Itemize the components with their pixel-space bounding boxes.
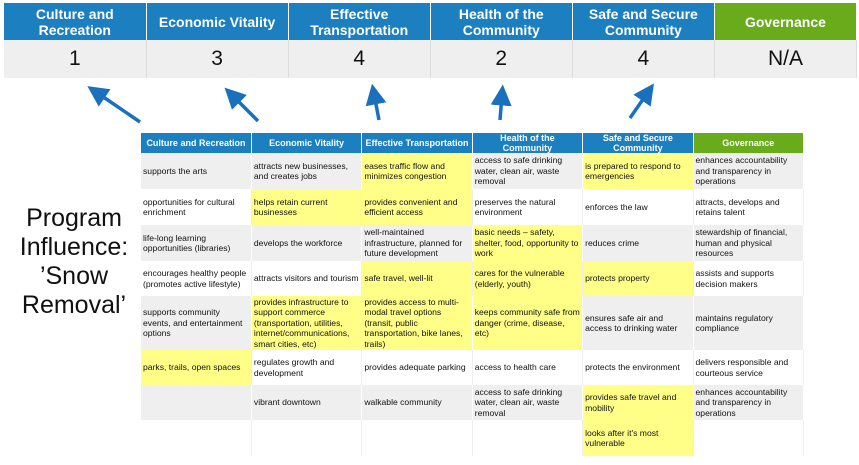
- column-header-effective-transportation: Effective Transportation: [361, 133, 473, 153]
- table-cell: parks, trails, open spaces: [141, 350, 252, 385]
- table-cell: enhances accountability and transparency…: [693, 153, 805, 189]
- summary-header-health-of-the-community: Health of the Community: [430, 3, 573, 40]
- table-cell: maintains regulatory compliance: [693, 296, 805, 350]
- table-cell: protects property: [582, 261, 694, 296]
- table-cell: vibrant downtown: [251, 385, 363, 420]
- score-safe-and-secure-community: 4: [572, 40, 715, 78]
- table-cell: walkable community: [361, 385, 473, 420]
- summary-score-table: Culture and Recreation Economic Vitality E…: [4, 3, 858, 78]
- table-row: opportunities for cultural enrichment hel…: [141, 189, 805, 225]
- arrow-icon: [490, 84, 512, 121]
- table-cell: provides adequate parking: [361, 350, 473, 385]
- table-cell: basic needs – safety, shelter, food, opp…: [472, 225, 584, 261]
- table-cell: provides convenient and efficient access: [361, 189, 473, 225]
- summary-header-safe-and-secure-community: Safe and Secure Community: [572, 3, 715, 40]
- table-cell: access to safe drinking water, clean air…: [472, 385, 584, 420]
- arrow-icon: [365, 83, 387, 121]
- table-cell: access to safe drinking water, clean air…: [472, 153, 584, 189]
- influence-table: Culture and Recreation Economic Vitality E…: [141, 133, 805, 456]
- table-cell: regulates growth and development: [251, 350, 363, 385]
- table-cell: [361, 420, 473, 456]
- column-header-safe-and-secure-community: Safe and Secure Community: [582, 133, 694, 153]
- summary-header-economic-vitality: Economic Vitality: [146, 3, 289, 40]
- summary-header-governance: Governance: [714, 3, 858, 40]
- score-culture-and-recreation: 1: [4, 40, 147, 78]
- table-cell: encourages healthy people (promotes acti…: [141, 261, 252, 296]
- arrow-icon: [224, 87, 260, 123]
- table-cell: ensures safe air and access to drinking …: [582, 296, 694, 350]
- table-cell: provides access to multi-modal travel op…: [361, 296, 473, 350]
- table-cell: enhances accountability and transparency…: [693, 385, 805, 420]
- table-row: supports the arts attracts new businesses…: [141, 153, 805, 189]
- table-cell: provides safe travel and mobility: [582, 385, 694, 420]
- table-cell: looks after it's most vulnerable: [582, 420, 694, 456]
- score-governance: N/A: [714, 40, 858, 78]
- column-header-health-of-the-community: Health of the Community: [472, 133, 584, 153]
- table-cell: delivers responsible and courteous servi…: [693, 350, 805, 385]
- score-health-of-the-community: 2: [430, 40, 573, 78]
- table-row: parks, trails, open spaces regulates grow…: [141, 350, 805, 385]
- table-cell: preserves the natural environment: [472, 189, 584, 225]
- table-cell: is prepared to respond to emergencies: [582, 153, 694, 189]
- table-cell: well-maintained infrastructure, planned …: [361, 225, 473, 261]
- table-cell: develops the workforce: [251, 225, 363, 261]
- table-cell: keeps community safe from danger (crime,…: [472, 296, 584, 350]
- table-row: looks after it's most vulnerable: [141, 420, 805, 456]
- table-cell: attracts new businesses, and creates job…: [251, 153, 363, 189]
- table-cell: attracts visitors and tourism: [251, 261, 363, 296]
- column-header-economic-vitality: Economic Vitality: [251, 133, 363, 153]
- arrows: [87, 83, 654, 124]
- table-cell: provides infrastructure to support comme…: [251, 296, 363, 350]
- table-cell: access to health care: [472, 350, 584, 385]
- table-cell: [693, 420, 805, 456]
- table-cell: stewardship of financial, human and phys…: [693, 225, 805, 261]
- column-header-culture-and-recreation: Culture and Recreation: [141, 133, 252, 153]
- summary-header-culture-and-recreation: Culture and Recreation: [4, 3, 147, 40]
- table-cell: supports community events, and entertain…: [141, 296, 252, 350]
- table-cell: protects the environment: [582, 350, 694, 385]
- table-cell: cares for the vulnerable (elderly, youth…: [472, 261, 584, 296]
- summary-header-effective-transportation: Effective Transportation: [288, 3, 431, 40]
- table-cell: supports the arts: [141, 153, 252, 189]
- table-cell: assists and supports decision makers: [693, 261, 805, 296]
- table-row: encourages healthy people (promotes acti…: [141, 261, 805, 296]
- table-cell: safe travel, well-lit: [361, 261, 473, 296]
- score-economic-vitality: 3: [146, 40, 289, 78]
- table-cell: enforces the law: [582, 189, 694, 225]
- table-cell: attracts, develops and retains talent: [693, 189, 805, 225]
- arrow-icon: [628, 83, 654, 119]
- arrow-icon: [87, 86, 141, 124]
- table-cell: helps retain current businesses: [251, 189, 363, 225]
- table-row: life-long learning opportunities (librar…: [141, 225, 805, 261]
- table-cell: opportunities for cultural enrichment: [141, 189, 252, 225]
- score-effective-transportation: 4: [288, 40, 431, 78]
- table-cell: life-long learning opportunities (librar…: [141, 225, 252, 261]
- table-cell: [251, 420, 363, 456]
- table-row: vibrant downtown walkable community access…: [141, 385, 805, 420]
- table-cell: [472, 420, 584, 456]
- table-row: supports community events, and entertain…: [141, 296, 805, 350]
- table-cell: [141, 385, 252, 420]
- table-cell: reduces crime: [582, 225, 694, 261]
- column-header-governance: Governance: [693, 133, 805, 153]
- program-title: Program Influence: ’Snow Removal’: [19, 204, 129, 319]
- table-cell: eases traffic flow and minimizes congest…: [361, 153, 473, 189]
- table-cell: [141, 420, 252, 456]
